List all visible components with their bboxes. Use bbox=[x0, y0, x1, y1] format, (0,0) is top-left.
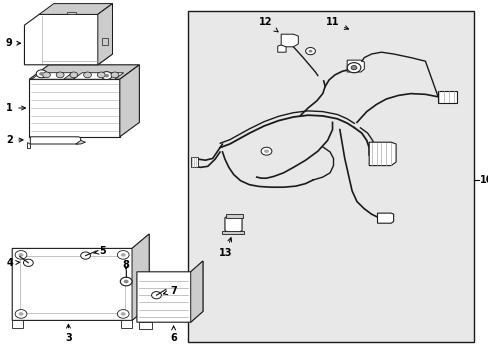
Polygon shape bbox=[139, 322, 151, 329]
Circle shape bbox=[346, 63, 360, 73]
Polygon shape bbox=[377, 213, 393, 223]
Polygon shape bbox=[226, 214, 243, 218]
Circle shape bbox=[101, 72, 112, 80]
Polygon shape bbox=[224, 216, 242, 232]
Polygon shape bbox=[98, 4, 112, 14]
Polygon shape bbox=[12, 320, 23, 328]
Polygon shape bbox=[368, 142, 395, 166]
Polygon shape bbox=[73, 73, 123, 79]
Circle shape bbox=[111, 72, 119, 78]
Circle shape bbox=[81, 252, 90, 259]
Text: 10: 10 bbox=[479, 175, 488, 185]
Polygon shape bbox=[102, 38, 107, 45]
Text: 13: 13 bbox=[219, 238, 232, 258]
Polygon shape bbox=[222, 231, 244, 234]
Circle shape bbox=[308, 50, 312, 53]
Circle shape bbox=[264, 149, 268, 153]
Circle shape bbox=[104, 74, 109, 77]
Polygon shape bbox=[24, 14, 112, 65]
Circle shape bbox=[97, 72, 105, 78]
Polygon shape bbox=[437, 91, 456, 103]
Circle shape bbox=[117, 310, 129, 318]
Polygon shape bbox=[27, 142, 30, 148]
Text: 8: 8 bbox=[122, 260, 129, 270]
Polygon shape bbox=[32, 73, 72, 79]
Circle shape bbox=[83, 72, 91, 78]
Circle shape bbox=[151, 292, 161, 299]
Polygon shape bbox=[121, 320, 132, 328]
Text: 11: 11 bbox=[325, 17, 348, 30]
Text: 2: 2 bbox=[6, 135, 23, 145]
Polygon shape bbox=[190, 157, 198, 167]
Circle shape bbox=[15, 251, 27, 259]
Text: 4: 4 bbox=[6, 258, 20, 268]
Text: 3: 3 bbox=[65, 324, 72, 343]
Circle shape bbox=[121, 253, 125, 257]
Circle shape bbox=[70, 72, 78, 78]
Text: 9: 9 bbox=[5, 38, 20, 48]
Circle shape bbox=[120, 277, 132, 286]
Polygon shape bbox=[346, 60, 364, 72]
Circle shape bbox=[36, 70, 47, 78]
Polygon shape bbox=[120, 65, 139, 137]
Text: 7: 7 bbox=[163, 286, 177, 296]
Polygon shape bbox=[132, 234, 149, 320]
Polygon shape bbox=[277, 45, 285, 52]
Polygon shape bbox=[190, 261, 203, 322]
Circle shape bbox=[15, 310, 27, 318]
Circle shape bbox=[305, 48, 315, 55]
Bar bbox=[188, 11, 473, 342]
Polygon shape bbox=[12, 234, 149, 320]
Text: 5: 5 bbox=[94, 246, 106, 256]
Polygon shape bbox=[137, 261, 203, 322]
Circle shape bbox=[19, 253, 23, 257]
Circle shape bbox=[23, 259, 33, 266]
Circle shape bbox=[121, 312, 125, 316]
Polygon shape bbox=[98, 4, 112, 65]
Polygon shape bbox=[67, 12, 76, 14]
Polygon shape bbox=[76, 140, 85, 144]
Circle shape bbox=[261, 147, 271, 155]
Circle shape bbox=[39, 72, 44, 76]
Circle shape bbox=[19, 312, 23, 316]
Polygon shape bbox=[281, 34, 298, 47]
Circle shape bbox=[56, 72, 64, 78]
Circle shape bbox=[42, 72, 50, 78]
Polygon shape bbox=[29, 79, 120, 137]
Circle shape bbox=[350, 66, 356, 70]
Text: 1: 1 bbox=[6, 103, 25, 113]
Polygon shape bbox=[39, 4, 112, 14]
Circle shape bbox=[123, 280, 128, 283]
Text: 12: 12 bbox=[258, 17, 278, 32]
Polygon shape bbox=[30, 137, 81, 144]
Circle shape bbox=[117, 251, 129, 259]
Text: 6: 6 bbox=[170, 326, 177, 343]
Polygon shape bbox=[29, 65, 139, 79]
